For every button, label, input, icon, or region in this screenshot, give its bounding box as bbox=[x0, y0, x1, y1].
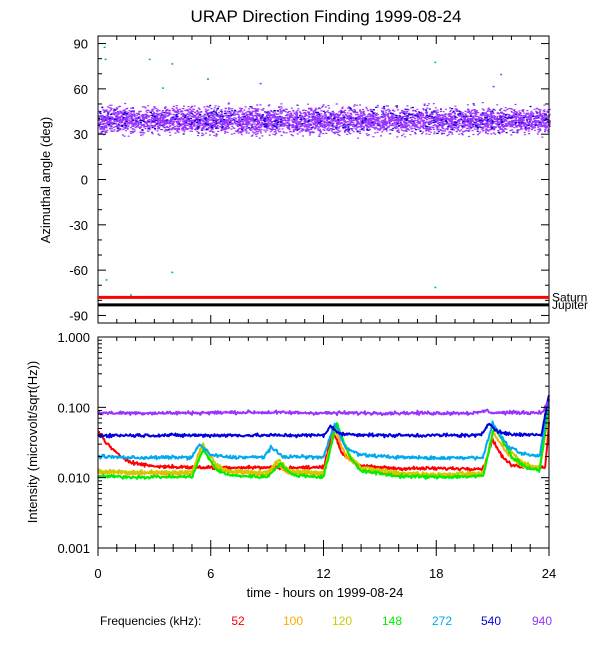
jupiter-reference-label: Jupiter bbox=[552, 298, 588, 312]
legend-entry-940-khz: 940 bbox=[532, 614, 552, 628]
azimuth-outlier-point bbox=[492, 85, 495, 88]
azimuth-outlier-point bbox=[105, 279, 108, 281]
intensity-series-272-khz bbox=[97, 398, 550, 461]
bottom-y-tick-label: 0.010 bbox=[57, 471, 90, 486]
azimuth-outlier-point bbox=[259, 82, 262, 85]
bottom-y-tick-label: 0.001 bbox=[57, 541, 90, 556]
x-tick-label: 18 bbox=[429, 566, 443, 581]
azimuth-outlier-point bbox=[104, 58, 107, 61]
legend-entry-120-khz: 120 bbox=[332, 614, 352, 628]
azimuth-outlier-point bbox=[434, 61, 437, 64]
x-tick-label: 0 bbox=[94, 566, 101, 581]
legend-entry-148-khz: 148 bbox=[382, 614, 402, 628]
azimuth-outlier-point bbox=[148, 58, 151, 61]
top-y-tick-label: -30 bbox=[69, 218, 88, 233]
intensity-series-540-khz bbox=[97, 394, 550, 439]
intensity-series-148-khz bbox=[97, 404, 550, 480]
bottom-plot-frame bbox=[97, 336, 550, 549]
frequency-legend: Frequencies (kHz): 52 100 120 148 272 540 940 bbox=[100, 614, 552, 628]
azimuth-outlier-point bbox=[206, 78, 209, 80]
legend-entry-540-khz: 540 bbox=[481, 614, 501, 628]
legend-entry-52-khz: 52 bbox=[231, 614, 245, 628]
azimuth-outlier-point bbox=[171, 271, 174, 274]
top-y-tick-label: 30 bbox=[74, 127, 88, 142]
intensity-panel: 1.000 0.100 0.010 0.001 0 6 12 18 24 Intensity (… bbox=[25, 330, 556, 600]
azimuth-outlier-point bbox=[171, 63, 174, 65]
x-tick-label: 12 bbox=[316, 566, 330, 581]
top-y-tick-label: -90 bbox=[69, 308, 88, 323]
bottom-y-axis-label: Intensity (microvolt/sqrt(Hz)) bbox=[25, 361, 40, 524]
x-axis-label: time - hours on 1999-08-24 bbox=[247, 585, 404, 600]
top-y-tick-label: 0 bbox=[81, 173, 88, 188]
top-y-tick-label: 90 bbox=[74, 37, 88, 52]
legend-title: Frequencies (kHz): bbox=[100, 614, 201, 628]
intensity-series-52-khz bbox=[97, 421, 550, 472]
azimuth-outlier-point bbox=[129, 294, 132, 296]
azimuth-outlier-point bbox=[500, 73, 503, 76]
bottom-y-tick-label: 1.000 bbox=[57, 330, 90, 345]
azimuth-outlier-point bbox=[161, 87, 164, 89]
azimuth-outlier-point bbox=[103, 46, 106, 49]
x-tick-label: 6 bbox=[207, 566, 214, 581]
legend-entry-272-khz: 272 bbox=[432, 614, 452, 628]
x-tick-label: 24 bbox=[542, 566, 556, 581]
top-y-axis-label: Azimuthal angle (deg) bbox=[38, 117, 53, 243]
top-y-tick-label: 60 bbox=[74, 82, 88, 97]
azimuth-scatter-points-alt bbox=[98, 103, 549, 135]
top-plot-frame bbox=[97, 35, 550, 324]
legend-entry-100-khz: 100 bbox=[283, 614, 303, 628]
bottom-y-tick-label: 0.100 bbox=[57, 400, 90, 415]
azimuth-outlier-point bbox=[434, 286, 437, 289]
intensity-series-940-khz bbox=[97, 400, 550, 417]
top-y-tick-label: -60 bbox=[69, 263, 88, 278]
chart-title: URAP Direction Finding 1999-08-24 bbox=[191, 7, 462, 26]
saturn-reference-label: Saturn bbox=[552, 290, 587, 304]
